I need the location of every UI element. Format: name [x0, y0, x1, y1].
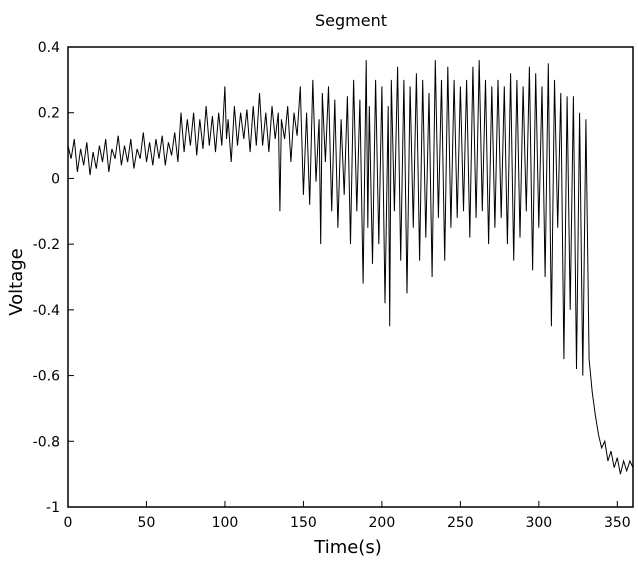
- y-axis-title: Voltage: [6, 248, 27, 316]
- y-tick-label: -0.8: [33, 434, 60, 450]
- y-tick-label: 0: [51, 171, 60, 187]
- y-tick-label: 0.4: [38, 40, 60, 56]
- x-axis-title: Time(s): [313, 537, 381, 558]
- plot-frame: [67, 46, 634, 508]
- x-tick-label: 300: [525, 515, 552, 531]
- y-tick-label: -0.4: [33, 303, 60, 319]
- y-tick-label: -0.6: [33, 369, 60, 385]
- x-tick-label: 350: [604, 515, 631, 531]
- y-tick-label: -1: [46, 500, 60, 516]
- voltage-series-line: [67, 60, 634, 475]
- x-tick-label: 100: [212, 515, 239, 531]
- chart-title: Segment: [315, 11, 387, 30]
- y-axis-ticks: 0.4 0.2 0 -0.2 -0.4 -0.6 -0.8 -1: [33, 40, 74, 516]
- y-tick-label: 0.2: [38, 106, 60, 122]
- x-tick-label: 50: [138, 515, 156, 531]
- x-tick-label: 250: [447, 515, 474, 531]
- x-tick-label: 0: [64, 515, 73, 531]
- y-tick-label: -0.2: [33, 237, 60, 253]
- x-tick-label: 200: [369, 515, 396, 531]
- x-tick-label: 150: [290, 515, 317, 531]
- x-axis-ticks: 0 50 100 150 200 250 300 350: [64, 501, 631, 531]
